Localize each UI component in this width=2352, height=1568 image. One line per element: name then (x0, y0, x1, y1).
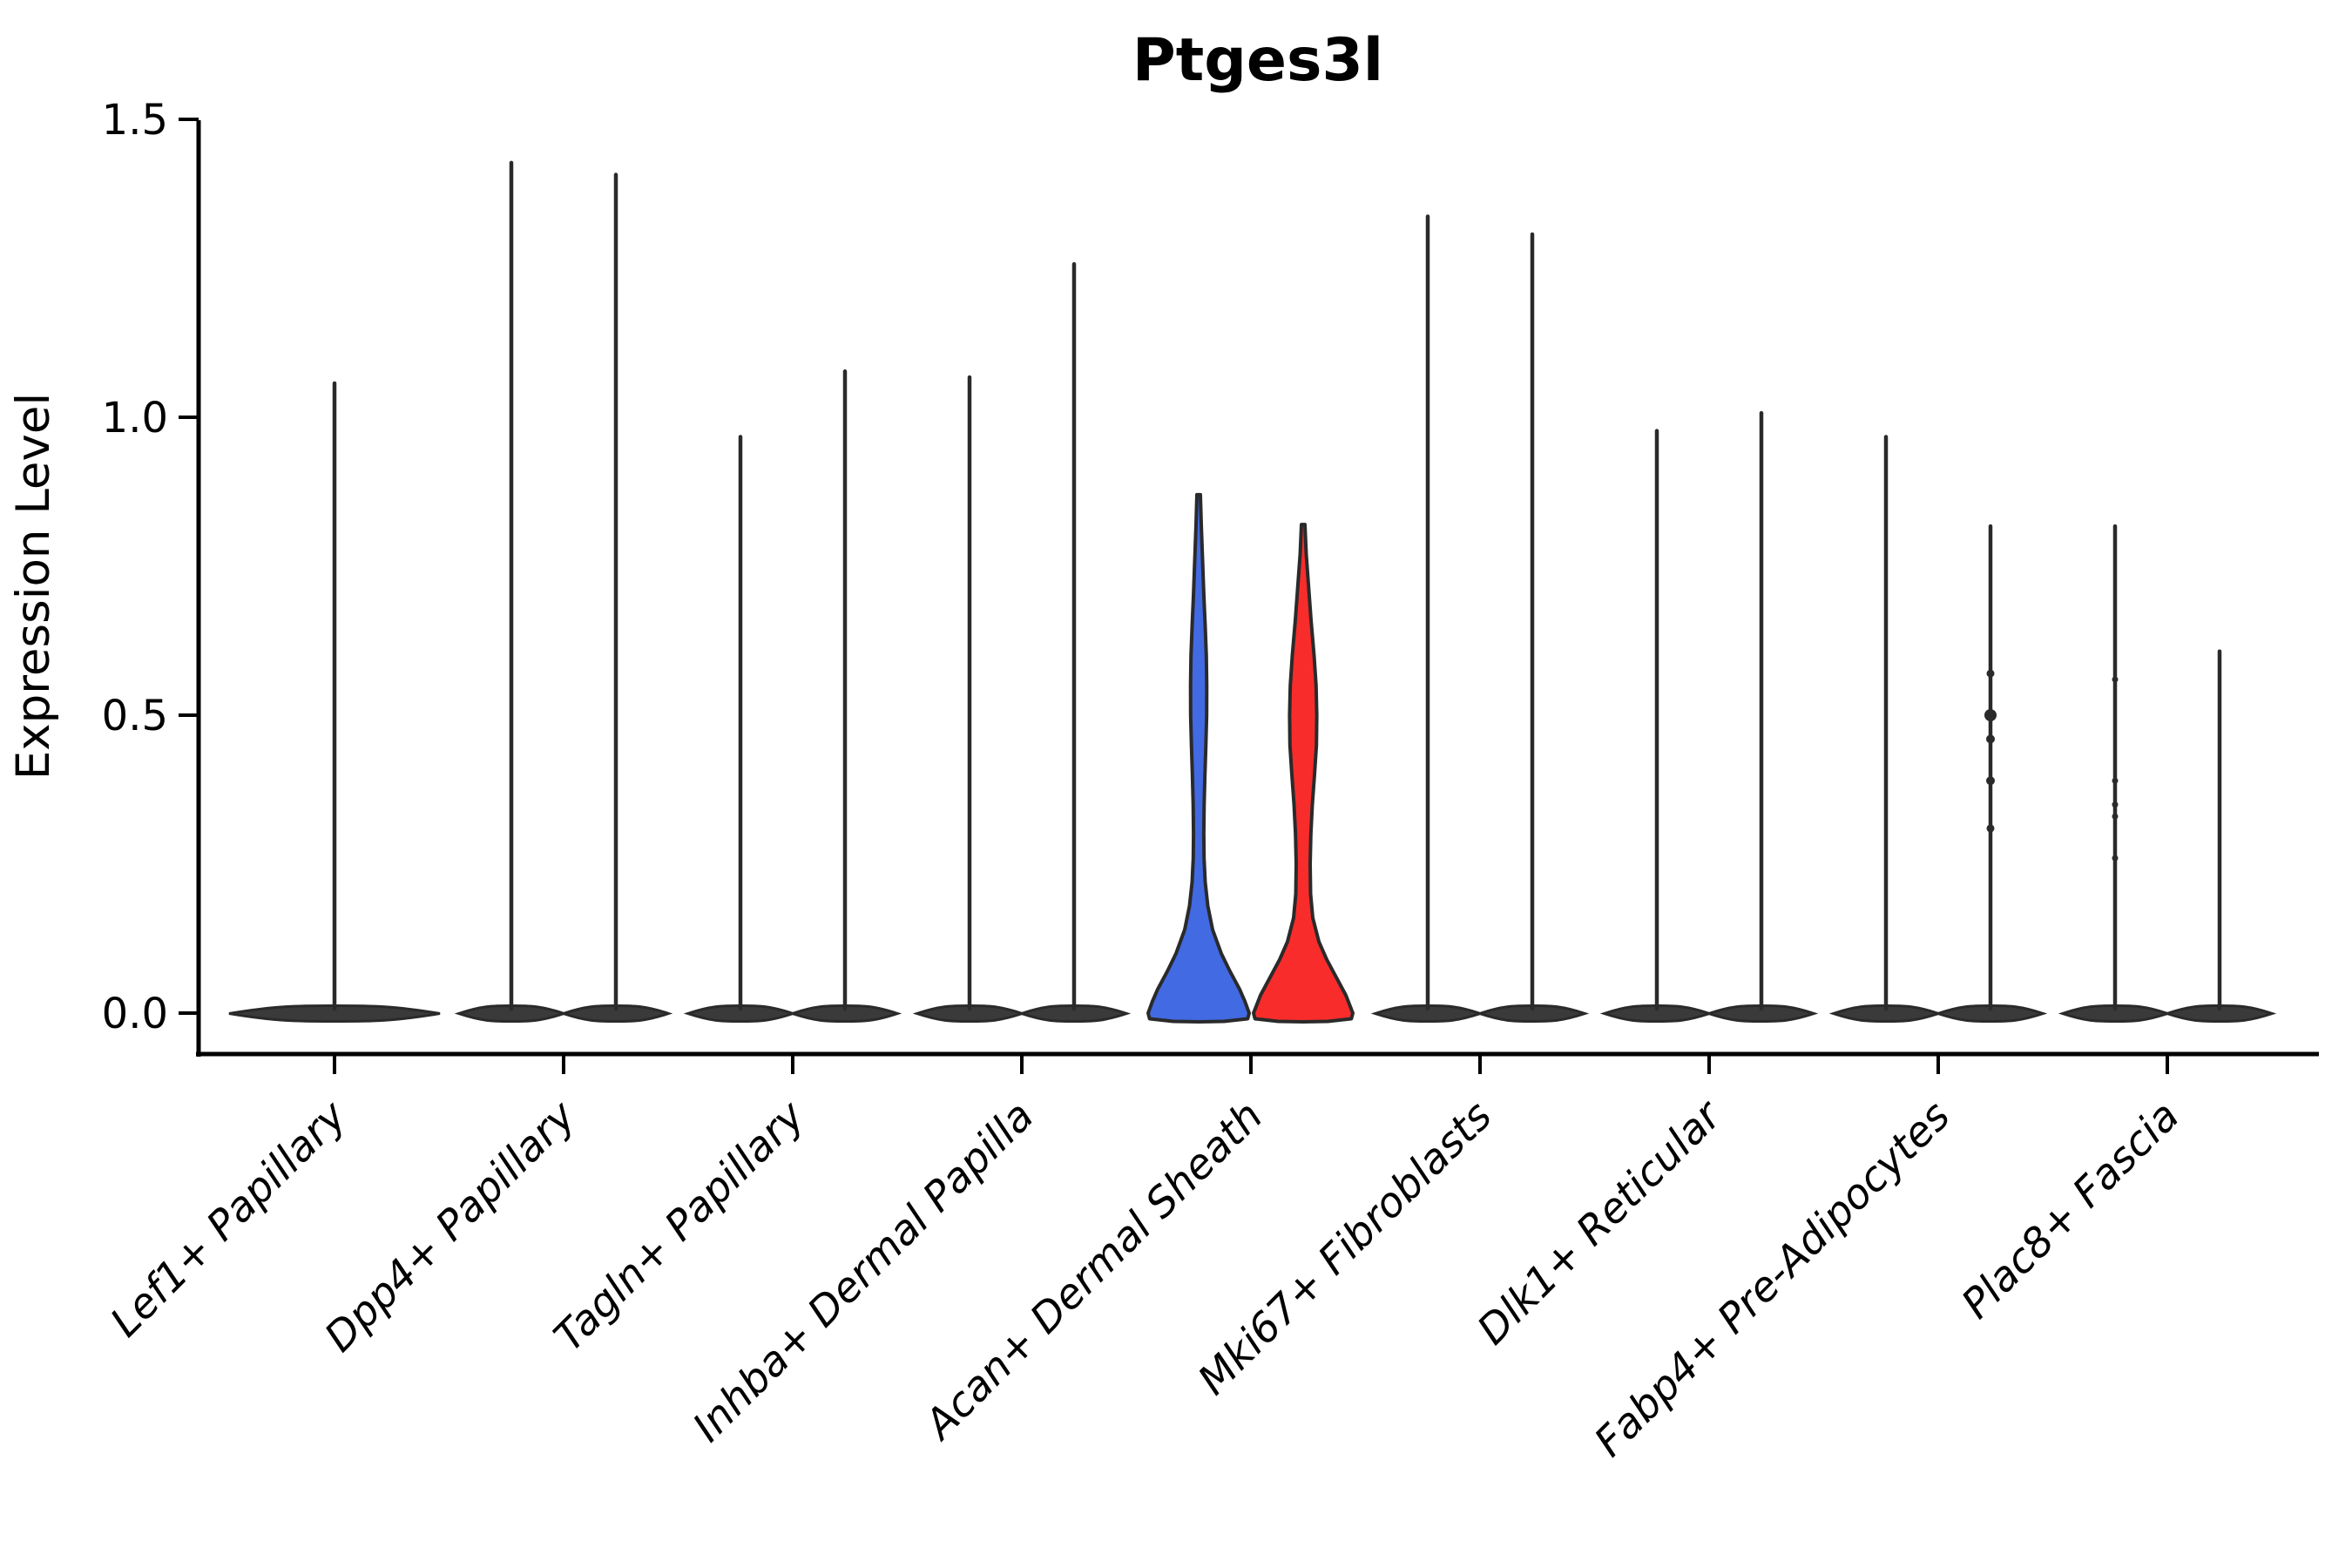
violin-group (1146, 492, 1355, 1024)
violin-density (1146, 492, 1251, 1024)
expression-dot (2112, 777, 2119, 784)
violin-base (1475, 1004, 1590, 1023)
expression-dot (1986, 669, 1995, 678)
violins-layer (228, 160, 2277, 1024)
violin-group (1599, 410, 1819, 1023)
violin-base (558, 1004, 673, 1023)
violin-base (2162, 1004, 2277, 1023)
violin-group (683, 369, 902, 1023)
chart-title: Ptges3l (1132, 26, 1383, 95)
x-tick-label: Dlk1+ Reticular (1469, 1091, 1733, 1355)
expression-dot (1984, 709, 1997, 721)
expression-dot (1986, 734, 1995, 744)
x-tick-label: Tagln+ Papillary (545, 1092, 815, 1362)
x-tick-label: Lef1+ Papillary (101, 1092, 356, 1347)
violin-base (1704, 1004, 1819, 1023)
y-tick-label: 1.5 (102, 96, 168, 145)
x-tick-label: Dpp4+ Papillary (315, 1092, 585, 1362)
violin-group (228, 381, 441, 1023)
violin-group (1370, 214, 1590, 1023)
violin-base (1017, 1004, 1132, 1023)
expression-dot (2112, 676, 2119, 683)
violin-density (1252, 523, 1355, 1024)
axes-layer (179, 118, 2319, 1074)
y-tick-label: 0.0 (102, 990, 168, 1038)
expression-dot (2112, 855, 2119, 862)
expression-dot (1986, 824, 1995, 833)
violin-group (2058, 524, 2277, 1023)
y-tick-label: 0.5 (102, 692, 168, 740)
violin-base (228, 1004, 441, 1023)
y-axis-label: Expression Level (7, 393, 60, 780)
x-tick-label: Plac8+ Fascia (1952, 1092, 2188, 1328)
y-tick-label: 1.0 (102, 394, 168, 443)
expression-dot (1986, 776, 1995, 786)
expression-dot (2112, 801, 2119, 808)
expression-dot (2112, 813, 2119, 820)
violin-base (1933, 1004, 2048, 1023)
violin-base (787, 1004, 902, 1023)
violin-group (454, 160, 673, 1023)
violin-group (912, 261, 1132, 1023)
violin-group (1828, 435, 2048, 1023)
